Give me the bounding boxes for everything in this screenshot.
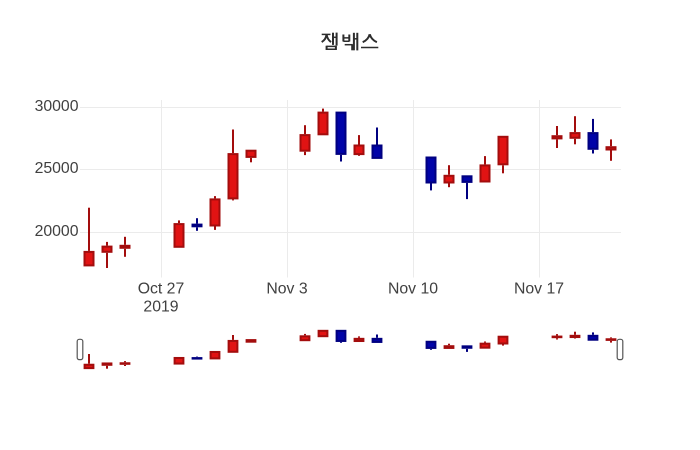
svg-text:Nov 3: Nov 3 xyxy=(266,280,307,297)
svg-text:2019: 2019 xyxy=(143,298,178,315)
svg-text:20000: 20000 xyxy=(35,223,79,240)
svg-text:Nov 17: Nov 17 xyxy=(514,280,564,297)
svg-text:Nov 10: Nov 10 xyxy=(388,280,438,297)
svg-text:Oct 27: Oct 27 xyxy=(138,280,185,297)
svg-text:30000: 30000 xyxy=(35,98,79,115)
svg-text:25000: 25000 xyxy=(35,160,79,177)
